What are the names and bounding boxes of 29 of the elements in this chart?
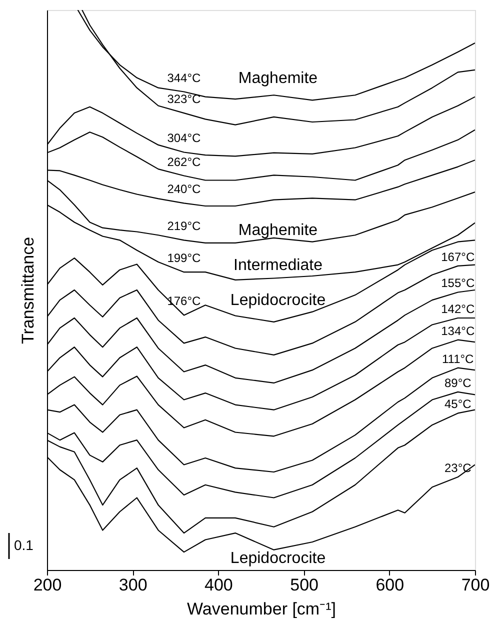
series-label: 142°C <box>441 302 475 316</box>
series-label: 323°C <box>167 92 202 106</box>
annotation: Intermediate <box>234 257 323 274</box>
x-tick-label: 400 <box>204 576 233 594</box>
x-tick-label: 500 <box>290 576 318 594</box>
annotation: Lepidocrocite <box>230 292 326 309</box>
x-tick-label: 200 <box>33 576 62 594</box>
series-label: 111°C <box>442 352 474 366</box>
text: 0.1 <box>14 537 34 553</box>
series-label: 45°C <box>444 397 472 412</box>
x-tick-label: 300 <box>118 576 148 594</box>
series-label: 199°C <box>167 251 202 266</box>
x-axis-title: Wavenumber [cm⁻¹] <box>187 600 336 618</box>
annotation: Lepidocrocite <box>230 550 326 567</box>
series-label: 262°C <box>167 154 202 169</box>
y-axis-title: Transmittance <box>18 236 38 344</box>
series-label: 89°C <box>444 376 472 390</box>
annotation: Maghemite <box>238 70 318 87</box>
series-label: 240°C <box>167 182 202 196</box>
series-label: 23°C <box>444 461 472 476</box>
x-tick-label: 700 <box>461 576 490 594</box>
series-label: 134°C <box>441 324 475 338</box>
annotation: Maghemite <box>238 222 318 239</box>
series-label: 155°C <box>441 276 475 290</box>
series-label: 304°C <box>167 131 202 146</box>
series-label: 344°C <box>167 70 202 85</box>
series-label: 219°C <box>167 219 202 234</box>
x-tick-label: 600 <box>376 576 404 594</box>
series-label: 167°C <box>441 250 475 264</box>
